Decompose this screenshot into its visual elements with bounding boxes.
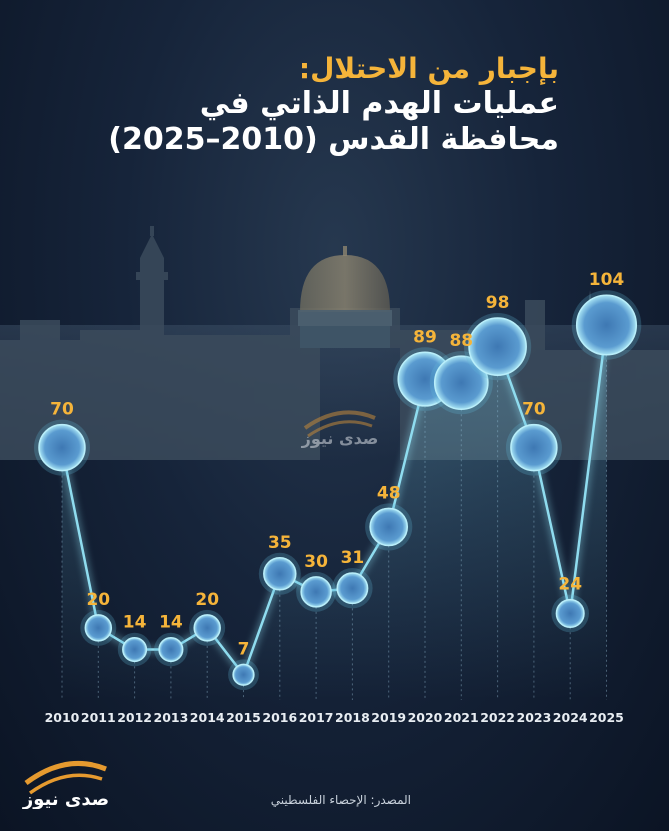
x-tick-2019: 2019 <box>371 710 406 725</box>
data-label-2017: 30 <box>304 552 328 572</box>
data-point-2014 <box>193 614 221 642</box>
data-label-2025: 104 <box>589 270 625 290</box>
x-tick-2022: 2022 <box>480 710 515 725</box>
x-tick-2016: 2016 <box>262 710 297 725</box>
x-tick-2015: 2015 <box>226 710 261 725</box>
data-point-2024 <box>555 598 585 629</box>
x-tick-2011: 2011 <box>81 710 116 725</box>
watermark-logo: صدى نيوز <box>301 410 379 448</box>
data-label-2014: 20 <box>195 590 219 610</box>
data-point-2016 <box>263 557 297 591</box>
data-label-2013: 14 <box>159 613 183 633</box>
data-label-2020: 89 <box>413 327 437 347</box>
data-point-2021 <box>433 355 489 411</box>
data-point-2010 <box>38 423 86 472</box>
title-line-1: بإجبار من الاحتلال: <box>298 52 559 85</box>
data-point-2011 <box>84 614 113 642</box>
title-block: بإجبار من الاحتلال: عمليات الهدم الذاتي … <box>108 52 559 159</box>
brand-logo: صدى نيوز <box>22 761 109 809</box>
x-tick-2014: 2014 <box>190 710 225 725</box>
watermark-text: صدى نيوز <box>301 429 379 448</box>
data-label-2024: 24 <box>558 575 582 595</box>
data-point-2018 <box>336 572 369 605</box>
x-tick-2017: 2017 <box>299 710 334 725</box>
data-point-2023 <box>510 423 558 472</box>
data-point-2019 <box>369 507 409 547</box>
data-labels: 70 20 14 14 20 7 35 30 31 48 89 88 98 70 24 104 <box>50 270 624 659</box>
data-point-2017 <box>300 576 332 608</box>
data-point-2013 <box>158 636 184 663</box>
data-label-2010: 70 <box>50 400 74 420</box>
x-tick-2024: 2024 <box>553 710 588 725</box>
area-fill <box>62 325 607 700</box>
title-line-3: محافظة القدس (2010–2025) <box>108 122 559 158</box>
brand-logo-text: صدى نيوز <box>22 789 109 809</box>
data-label-2022: 98 <box>486 293 510 313</box>
x-tick-2021: 2021 <box>444 710 479 725</box>
x-tick-2012: 2012 <box>117 710 152 725</box>
data-point-2012 <box>122 636 148 663</box>
data-label-2019: 48 <box>377 483 401 503</box>
data-label-2015: 7 <box>238 639 250 659</box>
skyline-illustration <box>0 226 669 460</box>
title-line-2: عمليات الهدم الذاتي في <box>199 85 559 121</box>
x-tick-2013: 2013 <box>154 710 189 725</box>
x-tick-2023: 2023 <box>517 710 552 725</box>
data-label-2023: 70 <box>522 400 546 420</box>
data-point-2022 <box>468 317 527 376</box>
data-label-2021: 88 <box>449 331 473 351</box>
x-tick-2025: 2025 <box>589 710 624 725</box>
data-point-2015 <box>232 663 255 686</box>
series-line <box>60 324 608 678</box>
data-label-2018: 31 <box>341 548 365 568</box>
data-label-2012: 14 <box>123 613 147 633</box>
data-label-2016: 35 <box>268 533 292 553</box>
data-label-2011: 20 <box>86 590 110 610</box>
source-note: المصدر: الإحصاء الفلسطيني <box>270 793 411 807</box>
x-tick-2018: 2018 <box>335 710 370 725</box>
x-tick-2010: 2010 <box>45 710 80 725</box>
x-axis-ticks: 2010 2011 2012 2013 2014 2015 2016 2017 2018 2019… <box>45 710 624 725</box>
data-markers <box>34 290 642 691</box>
data-point-2025 <box>575 294 638 356</box>
x-tick-2020: 2020 <box>408 710 443 725</box>
